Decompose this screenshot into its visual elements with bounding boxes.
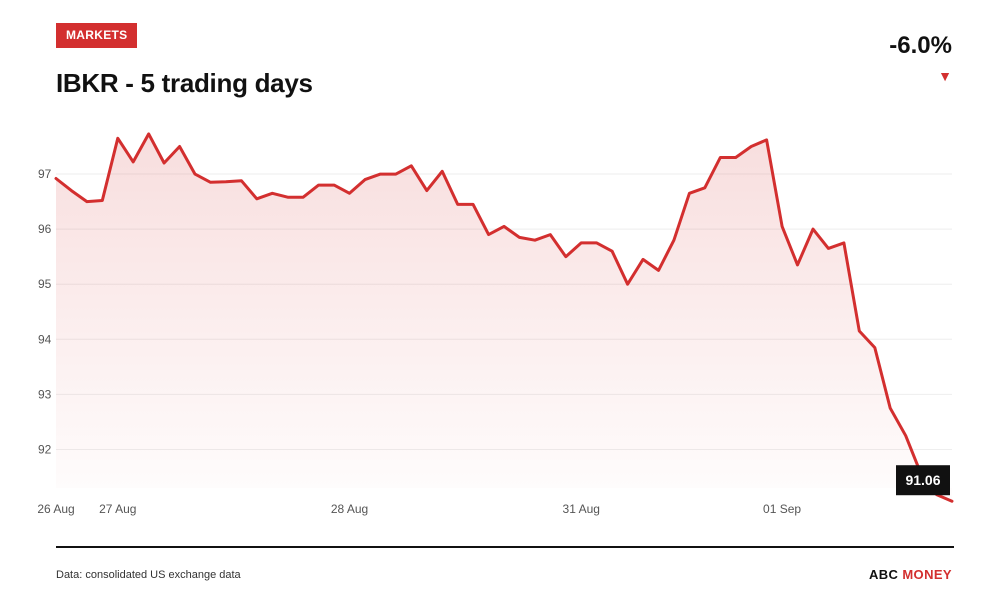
price-area <box>56 133 952 502</box>
x-tick-label: 31 Aug <box>563 502 600 516</box>
x-tick-label: 28 Aug <box>331 502 368 516</box>
price-chart: 92 93 94 95 96 97 26 Aug 27 Aug 28 Aug 31 Aug 01 … <box>37 132 954 516</box>
last-value-box <box>896 465 950 496</box>
y-tick-label: 97 <box>38 167 52 181</box>
y-tick-label: 95 <box>38 277 52 291</box>
x-tick-label: 26 Aug <box>37 502 74 516</box>
brand-logo[interactable]: ABC MONEY <box>869 567 952 582</box>
change-percent: -6.0% <box>889 32 952 59</box>
x-tick-label: 27 Aug <box>99 502 136 516</box>
y-tick-label: 93 <box>38 387 52 401</box>
page-title: IBKR - 5 trading days <box>56 68 313 98</box>
last-value-text: 91.06 <box>905 472 940 488</box>
down-arrow-icon: ▼ <box>938 68 952 84</box>
brand-part-abc: ABC <box>868 567 899 582</box>
y-tick-label: 92 <box>38 442 52 456</box>
y-tick-label: 94 <box>38 332 52 346</box>
footer-divider <box>56 546 954 548</box>
x-tick-label: 01 Sep <box>763 502 801 516</box>
section-badge[interactable]: MARKETS <box>56 23 138 48</box>
price-line <box>54 132 954 503</box>
data-source: Data: consolidated US exchange data <box>56 569 241 581</box>
y-tick-label: 96 <box>38 222 52 236</box>
y-axis-ticks: 92 93 94 95 96 97 <box>38 167 52 456</box>
last-value-callout: 91.06 <box>896 465 950 496</box>
x-axis-ticks: 26 Aug 27 Aug 28 Aug 31 Aug 01 Sep <box>37 502 801 516</box>
brand-part-money: MONEY <box>902 567 952 582</box>
